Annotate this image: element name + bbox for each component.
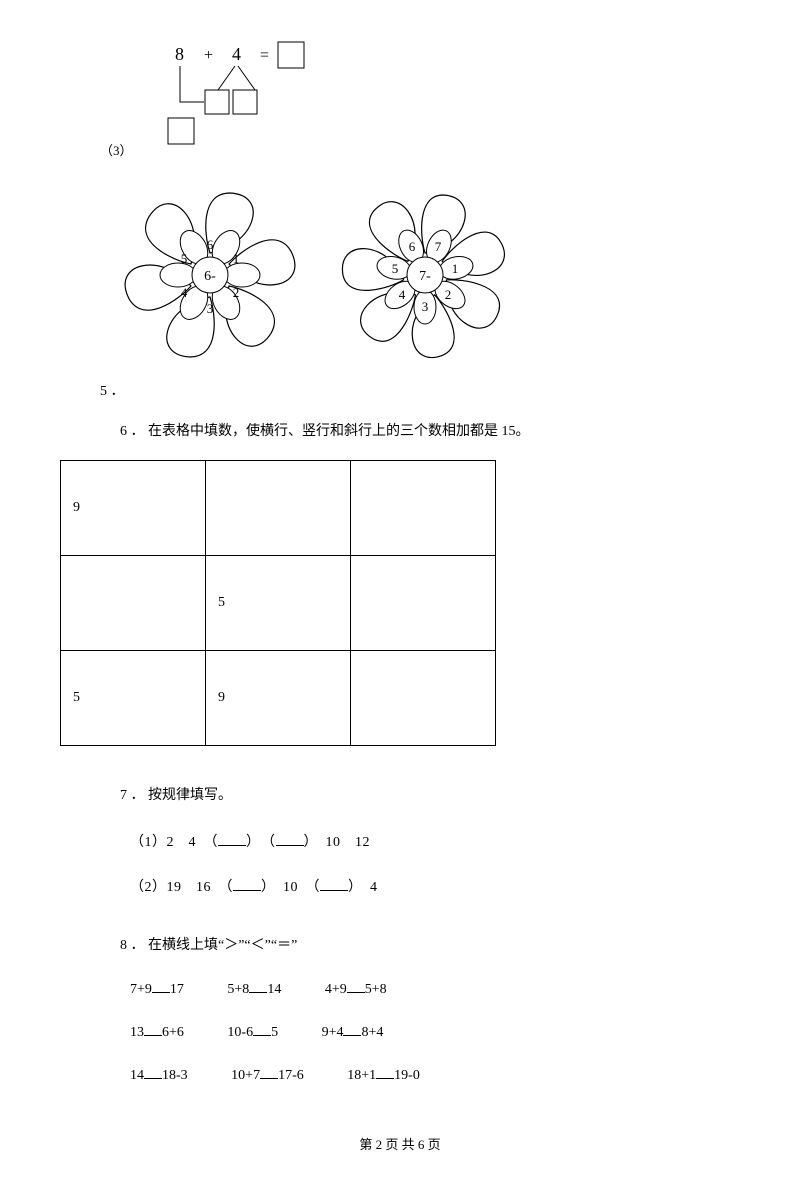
expr: 18-3 [162, 1068, 188, 1083]
petal-num: 3 [207, 301, 214, 316]
magic-square-table: 9 5 5 9 [60, 460, 496, 746]
expr: 10+7 [231, 1068, 260, 1083]
q7-line-1: （1）2 4 （ ） （ ） 10 12 [130, 831, 740, 851]
petal-num: 6 [409, 239, 416, 254]
flower-7: 1 2 3 4 5 6 7 7- [330, 180, 520, 370]
question-6-text: 6 ． 在表格中填数，使横行、竖行和斜行上的三个数相加都是 15。 [120, 420, 740, 440]
blank [249, 980, 267, 993]
cell [351, 556, 496, 651]
decompose-diagram: 8 + 4 = [160, 40, 340, 160]
cell [61, 556, 206, 651]
blank [260, 1066, 278, 1079]
petal-num: 3 [422, 299, 429, 314]
q7-line-2: （2）19 16 （ ） 10 （ ） 4 [130, 876, 740, 896]
question-5-label: 5 ． [100, 380, 125, 400]
expr: 5+8 [227, 982, 249, 997]
blank [376, 1066, 394, 1079]
petal-num: 2 [233, 285, 240, 300]
seq-text: ） 10 12 [304, 835, 371, 850]
expr: 6+6 [162, 1025, 184, 1040]
seq-text: ） （ [246, 835, 276, 850]
q7-label: 7 ． [120, 788, 145, 803]
blank [218, 832, 246, 846]
expr: 18+1 [347, 1068, 376, 1083]
page-footer: 第 2 页 共 6 页 [60, 1134, 740, 1153]
blank [347, 980, 365, 993]
expr: 5+8 [365, 982, 387, 997]
cell: 5 [61, 651, 206, 746]
petal-num: 5 [181, 251, 188, 266]
blank [233, 877, 261, 891]
petal-num: 4 [181, 285, 188, 300]
split-line-right [238, 66, 255, 90]
question-8-text: 8 ． 在横线上填“＞”“＜”“＝” [120, 936, 740, 956]
q8-row-2: 13 6+6 10-6 5 9+4 8+4 [130, 1023, 740, 1041]
seq-text: ） 4 [348, 880, 378, 895]
bracket-line [180, 66, 204, 102]
center-label: 7- [419, 269, 431, 284]
seq-text: （2）19 16 （ [130, 880, 233, 895]
blank [152, 980, 170, 993]
q8-body: 在横线上填“＞”“＜”“＝” [148, 938, 297, 953]
expr: 4+9 [325, 982, 347, 997]
petal-num: 6 [207, 237, 214, 252]
split-box-right [233, 90, 257, 114]
blank [343, 1023, 361, 1036]
expr: 17 [170, 982, 184, 997]
blank [320, 877, 348, 891]
q8-row-1: 7+9 17 5+8 14 4+9 5+8 [130, 980, 740, 998]
split-box-left [205, 90, 229, 114]
question-7-text: 7 ． 按规律填写。 [120, 786, 740, 806]
q6-body: 在表格中填数，使横行、竖行和斜行上的三个数相加都是 15。 [148, 424, 530, 439]
seq-text: （1）2 4 （ [130, 835, 218, 850]
blank [144, 1023, 162, 1036]
cell [351, 651, 496, 746]
center-label: 6- [204, 269, 216, 284]
expr: 9+4 [322, 1025, 344, 1040]
petal-num: 1 [452, 261, 459, 276]
expr-a: 8 [175, 44, 184, 64]
question-3-label: （3） [100, 140, 133, 159]
q6-label: 6 ． [120, 424, 145, 439]
q8-row-3: 14 18-3 10+7 17-6 18+1 19-0 [130, 1066, 740, 1084]
blank [253, 1023, 271, 1036]
petal-num: 7 [435, 239, 442, 254]
cell [351, 461, 496, 556]
q7-body: 按规律填写。 [148, 788, 232, 803]
expr: 5 [271, 1025, 278, 1040]
expr: 19-0 [394, 1068, 420, 1083]
expr: 14 [267, 982, 281, 997]
blank [276, 832, 304, 846]
seq-text: ） 10 （ [261, 880, 320, 895]
expr-eq: = [260, 47, 269, 64]
flower-6: 1 2 3 4 5 6 6- [120, 180, 300, 370]
question-5-flowers: 1 2 3 4 5 6 6- [100, 180, 740, 380]
cell: 5 [206, 556, 351, 651]
split-line-left [218, 66, 235, 90]
expr: 8+4 [361, 1025, 383, 1040]
table-row: 5 9 [61, 651, 496, 746]
blank [144, 1066, 162, 1079]
cell: 9 [206, 651, 351, 746]
petal-num: 4 [399, 287, 406, 302]
petal-num: 2 [445, 287, 452, 302]
expr-b: 4 [232, 44, 241, 64]
answer-box [278, 42, 304, 68]
question-3-diagram: （3） 8 + 4 = [100, 40, 740, 170]
cell [206, 461, 351, 556]
cell: 9 [61, 461, 206, 556]
q8-label: 8 ． [120, 938, 145, 953]
expr: 7+9 [130, 982, 152, 997]
table-row: 5 [61, 556, 496, 651]
bottom-box [168, 118, 194, 144]
expr: 14 [130, 1068, 144, 1083]
table-row: 9 [61, 461, 496, 556]
petal-num: 5 [392, 261, 399, 276]
expr: 10-6 [227, 1025, 253, 1040]
expr: 17-6 [278, 1068, 304, 1083]
expr: 13 [130, 1025, 144, 1040]
petal-num: 1 [233, 251, 240, 266]
expr-plus: + [204, 47, 213, 64]
